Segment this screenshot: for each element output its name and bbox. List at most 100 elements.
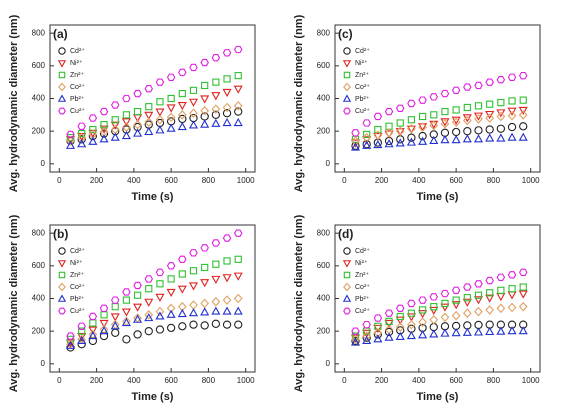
data-point (418, 122, 427, 132)
data-point (77, 335, 87, 345)
data-point (440, 135, 450, 144)
data-point (222, 295, 232, 305)
legend-marker (342, 60, 352, 68)
data-point (189, 63, 198, 72)
data-point (177, 110, 187, 120)
data-point (440, 119, 450, 129)
data-point (234, 107, 243, 116)
data-point (486, 289, 494, 297)
data-point (518, 301, 528, 312)
data-point (144, 117, 154, 127)
data-point (474, 102, 483, 110)
data-point (396, 312, 404, 321)
data-point (223, 75, 231, 83)
x-tick-label: 1000 (237, 376, 255, 385)
data-point (189, 249, 198, 257)
data-point (451, 135, 461, 144)
legend-marker (57, 60, 67, 68)
legend-label: Ni²⁺ (355, 260, 368, 267)
data-point (463, 83, 472, 91)
data-point (166, 262, 176, 270)
data-point (395, 331, 405, 340)
data-point (66, 130, 75, 139)
data-point (110, 313, 120, 322)
data-point (395, 138, 405, 147)
data-point (234, 255, 242, 263)
x-tick-label: 800 (487, 376, 501, 385)
data-point (65, 140, 76, 149)
data-point (155, 78, 165, 86)
legend-label: Cd²⁺ (355, 248, 370, 255)
data-point (485, 113, 495, 123)
x-tick-label: 0 (57, 376, 62, 385)
data-point (222, 117, 232, 127)
data-point (77, 135, 86, 144)
data-point (496, 109, 506, 118)
data-point (233, 101, 243, 111)
data-point (473, 327, 484, 336)
data-point (496, 292, 506, 302)
data-point (430, 111, 438, 119)
data-point (222, 109, 232, 118)
data-point (451, 328, 461, 337)
data-point (418, 123, 428, 132)
data-point (222, 320, 232, 329)
data-point (407, 319, 416, 330)
data-point (121, 308, 131, 317)
legend-marker (343, 71, 351, 79)
legend-marker (58, 247, 66, 255)
data-point (462, 134, 472, 143)
data-point (166, 288, 176, 298)
y-tick-label: 600 (317, 261, 331, 270)
data-point (441, 107, 449, 116)
data-point (222, 234, 232, 242)
data-point (474, 280, 483, 288)
data-point (418, 306, 427, 314)
data-point (429, 93, 439, 101)
data-point (407, 116, 416, 124)
data-point (100, 121, 108, 129)
data-point (462, 115, 472, 126)
data-point (233, 229, 243, 237)
data-point (362, 119, 371, 127)
data-point (88, 326, 98, 335)
data-point (188, 120, 199, 129)
y-tick-label: 0 (41, 159, 46, 168)
data-point (233, 293, 243, 304)
x-axis-label: Time (s) (132, 391, 174, 403)
data-point (211, 110, 221, 119)
x-tick-label: 400 (412, 176, 426, 185)
data-point (485, 305, 495, 315)
x-axis-label: Time (s) (417, 191, 459, 203)
legend-marker (57, 94, 67, 102)
data-point (222, 274, 232, 283)
data-point (133, 281, 142, 290)
data-point (188, 98, 199, 107)
data-point (166, 112, 176, 123)
data-point (89, 125, 97, 134)
data-point (188, 282, 199, 291)
data-point (440, 312, 450, 323)
legend-label: Cu²⁺ (70, 108, 85, 115)
x-tick-label: 200 (90, 376, 104, 385)
data-point (373, 328, 383, 338)
data-point (485, 78, 494, 86)
data-point (110, 121, 120, 130)
data-point (177, 121, 187, 131)
data-point (351, 336, 360, 346)
data-point (88, 330, 98, 340)
y-tick-label: 200 (317, 126, 331, 135)
data-point (496, 111, 506, 122)
data-point (144, 275, 154, 283)
legend-marker (58, 107, 66, 115)
data-point (429, 306, 439, 316)
data-point (133, 89, 142, 98)
data-point (463, 127, 472, 136)
data-point (418, 317, 427, 327)
data-point (88, 114, 98, 122)
data-point (223, 257, 231, 265)
data-point (507, 291, 517, 300)
data-point (473, 134, 484, 143)
data-point (463, 283, 472, 291)
data-point (406, 313, 416, 322)
